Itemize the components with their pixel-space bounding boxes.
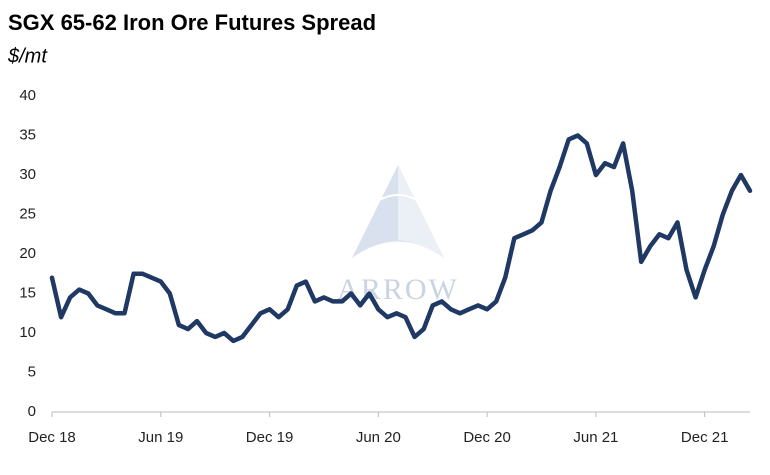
y-tick-label: 5 xyxy=(28,363,36,380)
x-tick-label: Dec 18 xyxy=(28,429,76,446)
series-line xyxy=(49,133,753,344)
y-tick-label: 30 xyxy=(19,166,36,183)
y-tick-label: 35 xyxy=(19,126,36,143)
x-tick-label: Jun 19 xyxy=(138,429,183,446)
y-tick-label: 20 xyxy=(19,245,36,262)
y-tick-label: 15 xyxy=(19,284,36,301)
chart-subtitle: $/mt xyxy=(7,45,48,67)
x-tick-label: Jun 21 xyxy=(573,429,618,446)
x-tick-label: Dec 19 xyxy=(246,429,294,446)
y-tick-label: 40 xyxy=(19,87,36,104)
watermark-logo xyxy=(352,165,444,258)
y-tick-label: 10 xyxy=(19,324,36,341)
x-tick-label: Dec 20 xyxy=(463,429,511,446)
x-tick-label: Jun 20 xyxy=(356,429,401,446)
y-tick-label: 0 xyxy=(28,403,36,420)
chart-title: SGX 65-62 Iron Ore Futures Spread xyxy=(8,10,376,35)
y-tick-label: 25 xyxy=(19,205,36,222)
x-tick-label: Dec 21 xyxy=(681,429,729,446)
